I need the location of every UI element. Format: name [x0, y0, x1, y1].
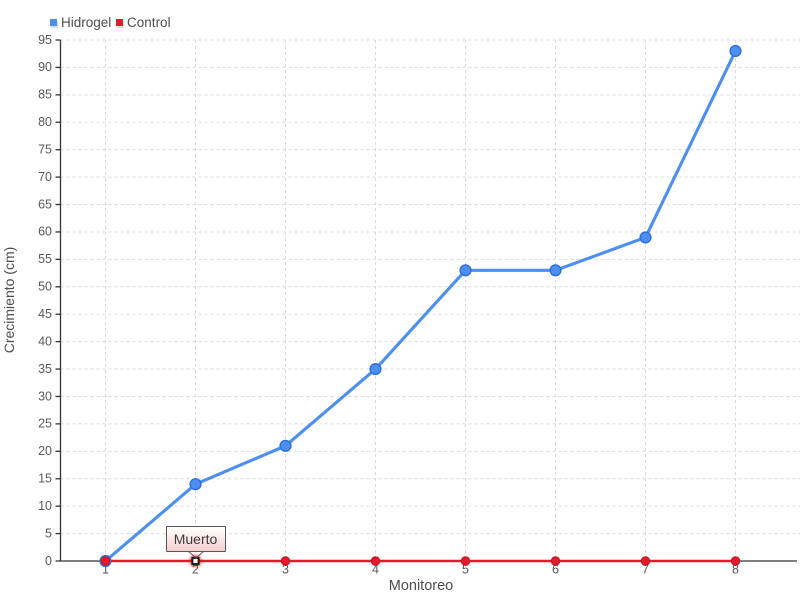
- svg-text:50: 50: [38, 280, 52, 294]
- svg-text:30: 30: [38, 389, 52, 403]
- svg-text:65: 65: [38, 197, 52, 211]
- svg-text:70: 70: [38, 170, 52, 184]
- svg-text:75: 75: [38, 142, 52, 156]
- svg-text:25: 25: [38, 417, 52, 431]
- svg-text:80: 80: [38, 115, 52, 129]
- svg-text:0: 0: [45, 554, 52, 568]
- svg-text:45: 45: [38, 307, 52, 321]
- svg-text:90: 90: [38, 60, 52, 74]
- svg-text:Monitoreo: Monitoreo: [389, 578, 453, 594]
- svg-text:15: 15: [38, 472, 52, 486]
- svg-text:85: 85: [38, 88, 52, 102]
- svg-text:60: 60: [38, 225, 52, 239]
- svg-text:20: 20: [38, 444, 52, 458]
- svg-text:Crecimiento (cm): Crecimiento (cm): [1, 247, 17, 354]
- svg-text:10: 10: [38, 499, 52, 513]
- svg-text:55: 55: [38, 252, 52, 266]
- svg-text:40: 40: [38, 334, 52, 348]
- svg-text:5: 5: [45, 526, 52, 540]
- svg-text:95: 95: [38, 33, 52, 47]
- svg-text:35: 35: [38, 362, 52, 376]
